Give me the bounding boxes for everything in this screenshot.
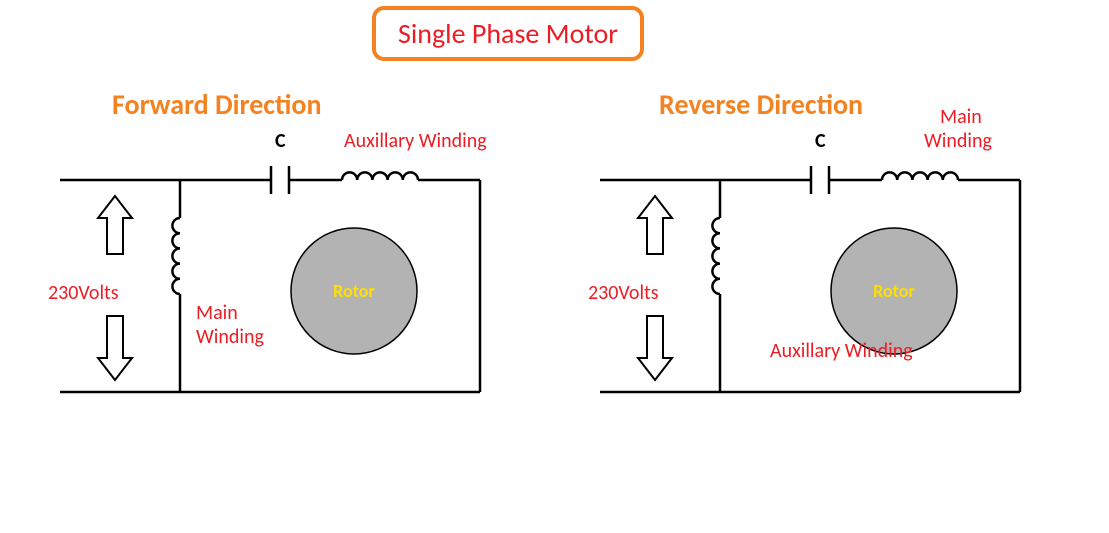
label-cap-reverse: C	[815, 130, 826, 152]
label-cap-forward: C	[275, 130, 286, 152]
rotor-label-forward: Rotor	[324, 280, 384, 302]
label-main1-forward: Main	[196, 302, 238, 324]
label-aux-forward: Auxillary Winding	[344, 130, 487, 152]
label-main1-reverse: Main	[940, 106, 982, 128]
circuit-canvas	[0, 0, 1109, 533]
label-aux-reverse: Auxillary Winding	[770, 340, 913, 362]
label-volts-forward: 230Volts	[48, 282, 119, 304]
label-main2-reverse: Winding	[924, 130, 992, 152]
label-main2-forward: Winding	[196, 326, 264, 348]
label-volts-reverse: 230Volts	[588, 282, 659, 304]
rotor-label-reverse: Rotor	[864, 280, 924, 302]
